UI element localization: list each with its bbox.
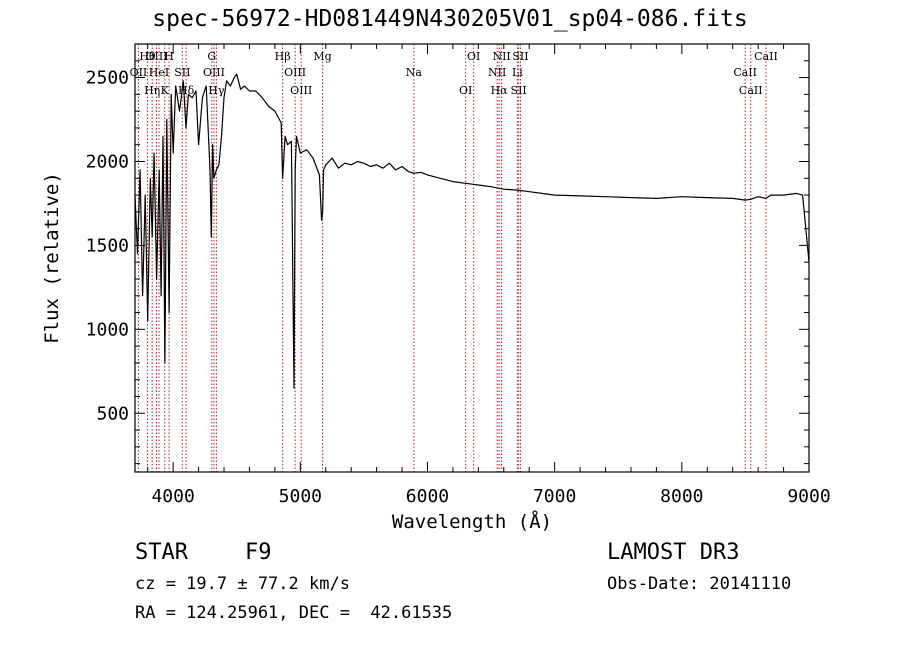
x-tick-label: 5000 (279, 486, 322, 507)
line-label: OI (467, 50, 480, 63)
line-label: OIII (290, 84, 312, 97)
redshift-text: cz = 19.7 ± 77.2 km/s (135, 574, 350, 594)
line-label: CaII (739, 84, 763, 97)
x-tick-label: 4000 (151, 486, 194, 507)
line-label: Na (406, 66, 423, 79)
line-label: G (207, 50, 216, 63)
y-tick-label: 2500 (86, 68, 129, 89)
line-label: K (161, 84, 170, 97)
line-label: Hα (491, 84, 509, 97)
line-label: OIII (284, 66, 306, 79)
line-label: SII (174, 66, 190, 79)
x-tick-label: 8000 (660, 486, 703, 507)
line-label: OIII (145, 50, 167, 63)
coordinates: RA = 124.25961, DEC = 42.61535 (135, 603, 453, 623)
line-label: Hγ (208, 84, 225, 97)
line-label: Hδ (178, 84, 195, 97)
line-label: HeI (149, 66, 169, 79)
x-tick-label: 9000 (787, 486, 830, 507)
obs-date: Obs-Date: 20141110 (607, 574, 792, 594)
line-label: SII (512, 50, 528, 63)
line-label: NII (492, 50, 510, 63)
plot-frame (134, 43, 810, 473)
y-tick-label: 500 (96, 403, 129, 424)
y-axis-label: Flux (relative) (41, 172, 63, 344)
x-axis-label: Wavelength (Å) (392, 510, 552, 533)
y-tick-label: 1500 (86, 235, 129, 256)
survey-name: LAMOST DR3 (607, 540, 740, 565)
object-subclass: F9 (245, 540, 272, 565)
line-label: SII (511, 84, 527, 97)
line-label: Hθ (139, 50, 156, 63)
line-label: H (164, 50, 174, 63)
line-label: Hη (144, 84, 160, 97)
line-label: OII (130, 66, 148, 79)
line-label: Mg (313, 50, 331, 63)
line-label: NII (488, 66, 506, 79)
y-tick-label: 2000 (86, 151, 129, 172)
chart-title: spec-56972-HD081449N430205V01_sp04-086.f… (152, 6, 748, 32)
line-label: Li (512, 66, 523, 79)
x-tick-label: 6000 (406, 486, 449, 507)
line-label: Hβ (275, 50, 291, 63)
line-label: OI (459, 84, 472, 97)
line-label: OIII (203, 66, 225, 79)
y-tick-label: 1000 (86, 319, 129, 340)
spectrum-line (134, 73, 810, 389)
object-class: STAR (135, 540, 188, 565)
line-label: CaII (733, 66, 757, 79)
x-tick-label: 7000 (533, 486, 576, 507)
line-label: CaII (754, 50, 778, 63)
